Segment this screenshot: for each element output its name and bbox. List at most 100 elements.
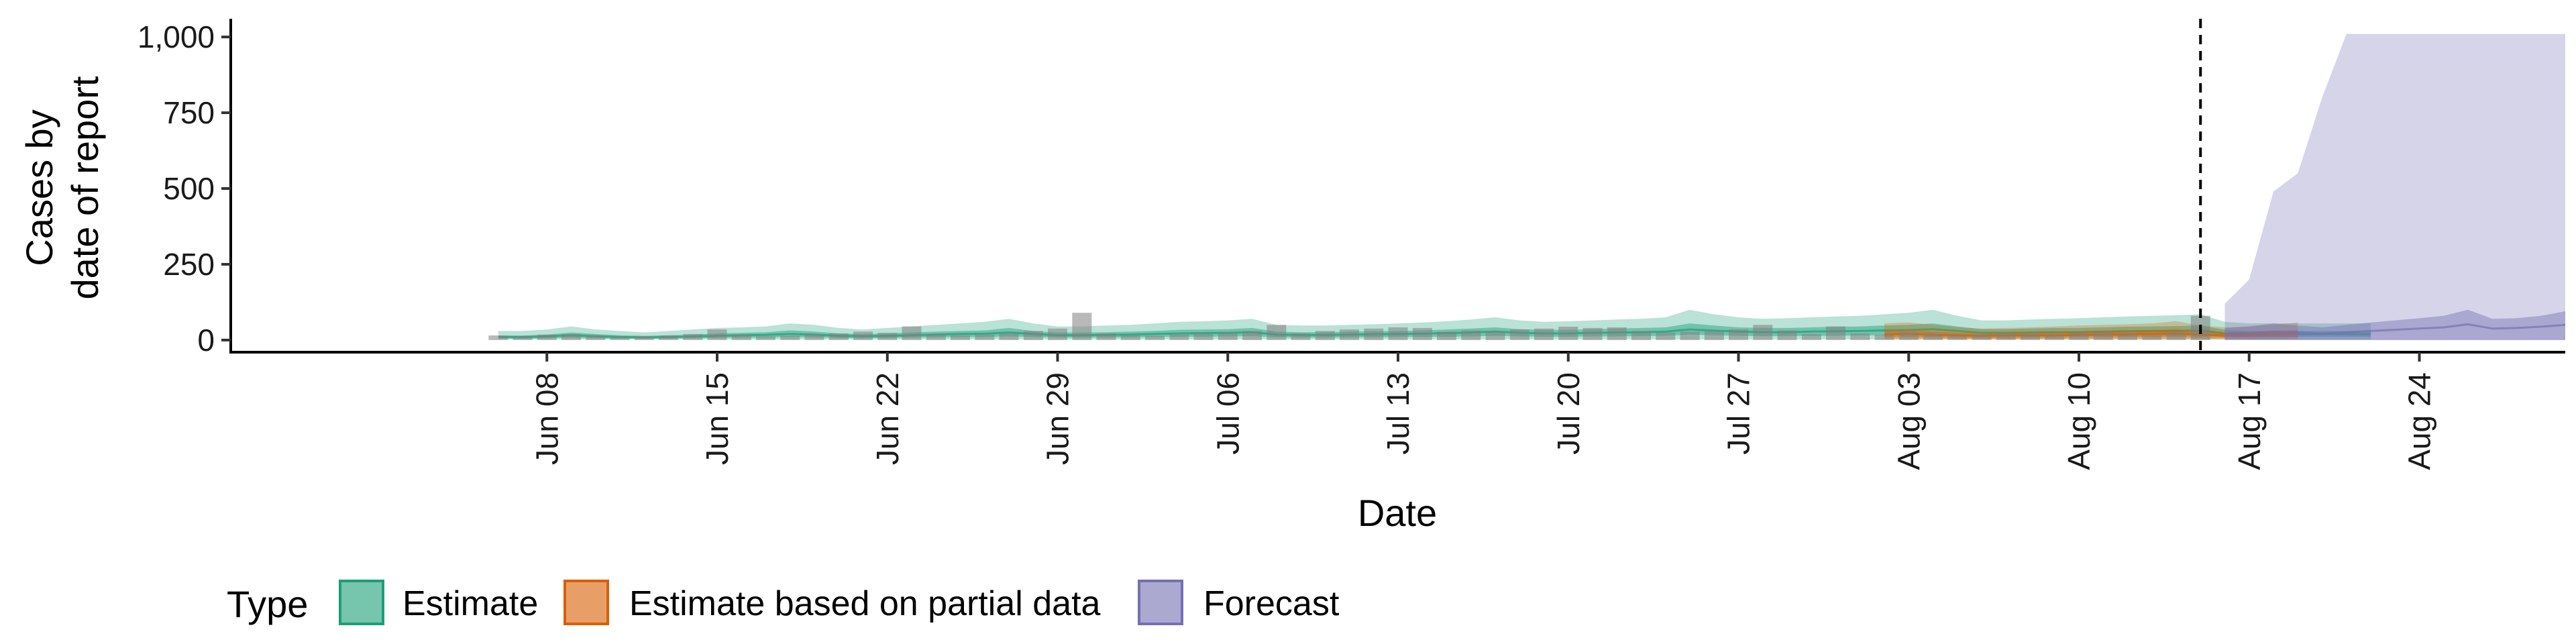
data-bands <box>498 34 2565 340</box>
observed-bar <box>1826 326 1845 340</box>
x-axis-ticks: Jun 08 Jun 15 Jun 22 Jun 29 Jul 06 Jul 13 Jul … <box>529 352 2576 470</box>
median-line-estimate <box>498 328 2371 339</box>
x-tick-label: Jun 29 <box>1040 372 1075 465</box>
observed-bar <box>1193 333 1214 340</box>
x-tick-label: Jul 27 <box>1721 372 1756 455</box>
observed-bar <box>1242 331 1262 340</box>
observed-bar <box>1388 327 1408 340</box>
observed-bar <box>1412 327 1432 340</box>
observed-bar <box>877 333 898 340</box>
legend-key-estimate <box>339 580 384 625</box>
observed-bar <box>2045 334 2065 340</box>
x-tick-label: Aug 24 <box>2402 372 2437 470</box>
observed-bar <box>537 334 557 340</box>
observed-bar <box>1291 333 1311 340</box>
observed-bar <box>1096 333 1116 340</box>
observed-bar <box>1972 334 1992 340</box>
y-axis-ticks: 0 250 500 750 1,000 <box>138 19 231 358</box>
observed-bar <box>1777 330 1797 340</box>
legend-label-estimate: Estimate <box>402 584 538 623</box>
x-tick-label: Jun 08 <box>529 372 564 465</box>
observed-bar <box>1023 331 1043 340</box>
observed-bar <box>1048 328 1067 340</box>
observed-bar <box>2069 333 2089 340</box>
observed-bar <box>902 326 922 340</box>
x-tick-label: Jul 20 <box>1551 372 1586 455</box>
observed-bar <box>1582 327 1603 340</box>
observed-bar <box>1631 331 1651 340</box>
band-outer-estimate <box>498 309 2371 339</box>
x-tick-label: Aug 31 <box>2572 372 2576 470</box>
observed-bar <box>1340 329 1359 340</box>
y-tick-label: 250 <box>163 247 215 282</box>
observed-bar <box>1753 325 1773 340</box>
observed-bar <box>2021 333 2040 340</box>
observed-bar <box>1461 330 1481 340</box>
observed-bar <box>975 334 995 340</box>
observed-bar <box>1729 329 1748 340</box>
observed-bars <box>488 313 2210 340</box>
observed-bar <box>1485 331 1505 340</box>
observed-bar <box>780 335 800 340</box>
legend-key-forecast <box>1138 580 1183 625</box>
observed-bar <box>1704 331 1724 340</box>
x-tick-label: Aug 10 <box>2061 372 2096 470</box>
x-tick-label: Jun 22 <box>870 372 905 465</box>
observed-bar <box>634 336 654 340</box>
observed-bar <box>999 333 1019 340</box>
observed-bar <box>1898 332 1919 340</box>
observed-bar <box>488 335 508 340</box>
observed-bar <box>610 337 630 340</box>
observed-bar <box>1120 335 1140 340</box>
observed-bar <box>1874 334 1894 340</box>
median-line-forecast <box>2224 323 2565 335</box>
observed-bar <box>1607 327 1627 340</box>
observed-bar <box>1315 331 1335 340</box>
y-tick-label: 0 <box>197 323 215 358</box>
observed-bar <box>1169 334 1189 340</box>
x-axis-title: Date <box>1358 492 1437 534</box>
observed-bar <box>1509 329 1529 340</box>
observed-bar <box>1072 313 1092 340</box>
observed-bar <box>2118 333 2137 340</box>
legend-label-forecast: Forecast <box>1203 584 1340 623</box>
observed-bar <box>1923 333 1943 340</box>
observed-bar <box>1801 333 1821 340</box>
x-tick-label: Jun 15 <box>700 372 735 465</box>
observed-bar <box>586 335 606 340</box>
observed-bar <box>707 329 727 340</box>
legend: Type Estimate Estimate based on partial … <box>227 580 1340 625</box>
observed-bar <box>2142 335 2162 340</box>
observed-bar <box>951 335 970 340</box>
observed-bar <box>1850 333 1870 340</box>
observed-bar <box>561 333 581 340</box>
observed-bar <box>926 333 946 340</box>
observed-bar <box>1267 325 1287 340</box>
y-tick-label: 1,000 <box>138 19 215 54</box>
observed-bar <box>756 336 775 340</box>
observed-bar <box>1656 332 1676 340</box>
observed-bar <box>2166 332 2186 340</box>
legend-title: Type <box>227 583 308 625</box>
observed-bar <box>1437 331 1456 340</box>
legend-key-partial <box>564 580 609 625</box>
x-tick-label: Jul 13 <box>1381 372 1415 455</box>
y-tick-label: 750 <box>163 95 215 130</box>
x-tick-label: Jul 06 <box>1210 372 1245 455</box>
observed-bar <box>1558 327 1578 340</box>
observed-bar <box>1145 335 1165 340</box>
x-tick-label: Aug 17 <box>2232 372 2267 470</box>
observed-bar <box>1680 331 1700 340</box>
x-tick-label: Aug 03 <box>1891 372 1926 470</box>
observed-bar <box>828 333 849 340</box>
median-line-partial <box>1884 332 2298 337</box>
observed-bar <box>1534 328 1554 340</box>
legend-label-partial: Estimate based on partial data <box>629 584 1101 623</box>
observed-bar <box>513 336 533 340</box>
observed-bar <box>853 331 873 340</box>
y-axis-title-line-2: date of report <box>64 76 106 300</box>
observed-bar <box>2093 332 2113 340</box>
band-outer-forecast <box>2224 34 2565 340</box>
observed-bar <box>659 335 678 340</box>
observed-bar <box>804 334 824 340</box>
